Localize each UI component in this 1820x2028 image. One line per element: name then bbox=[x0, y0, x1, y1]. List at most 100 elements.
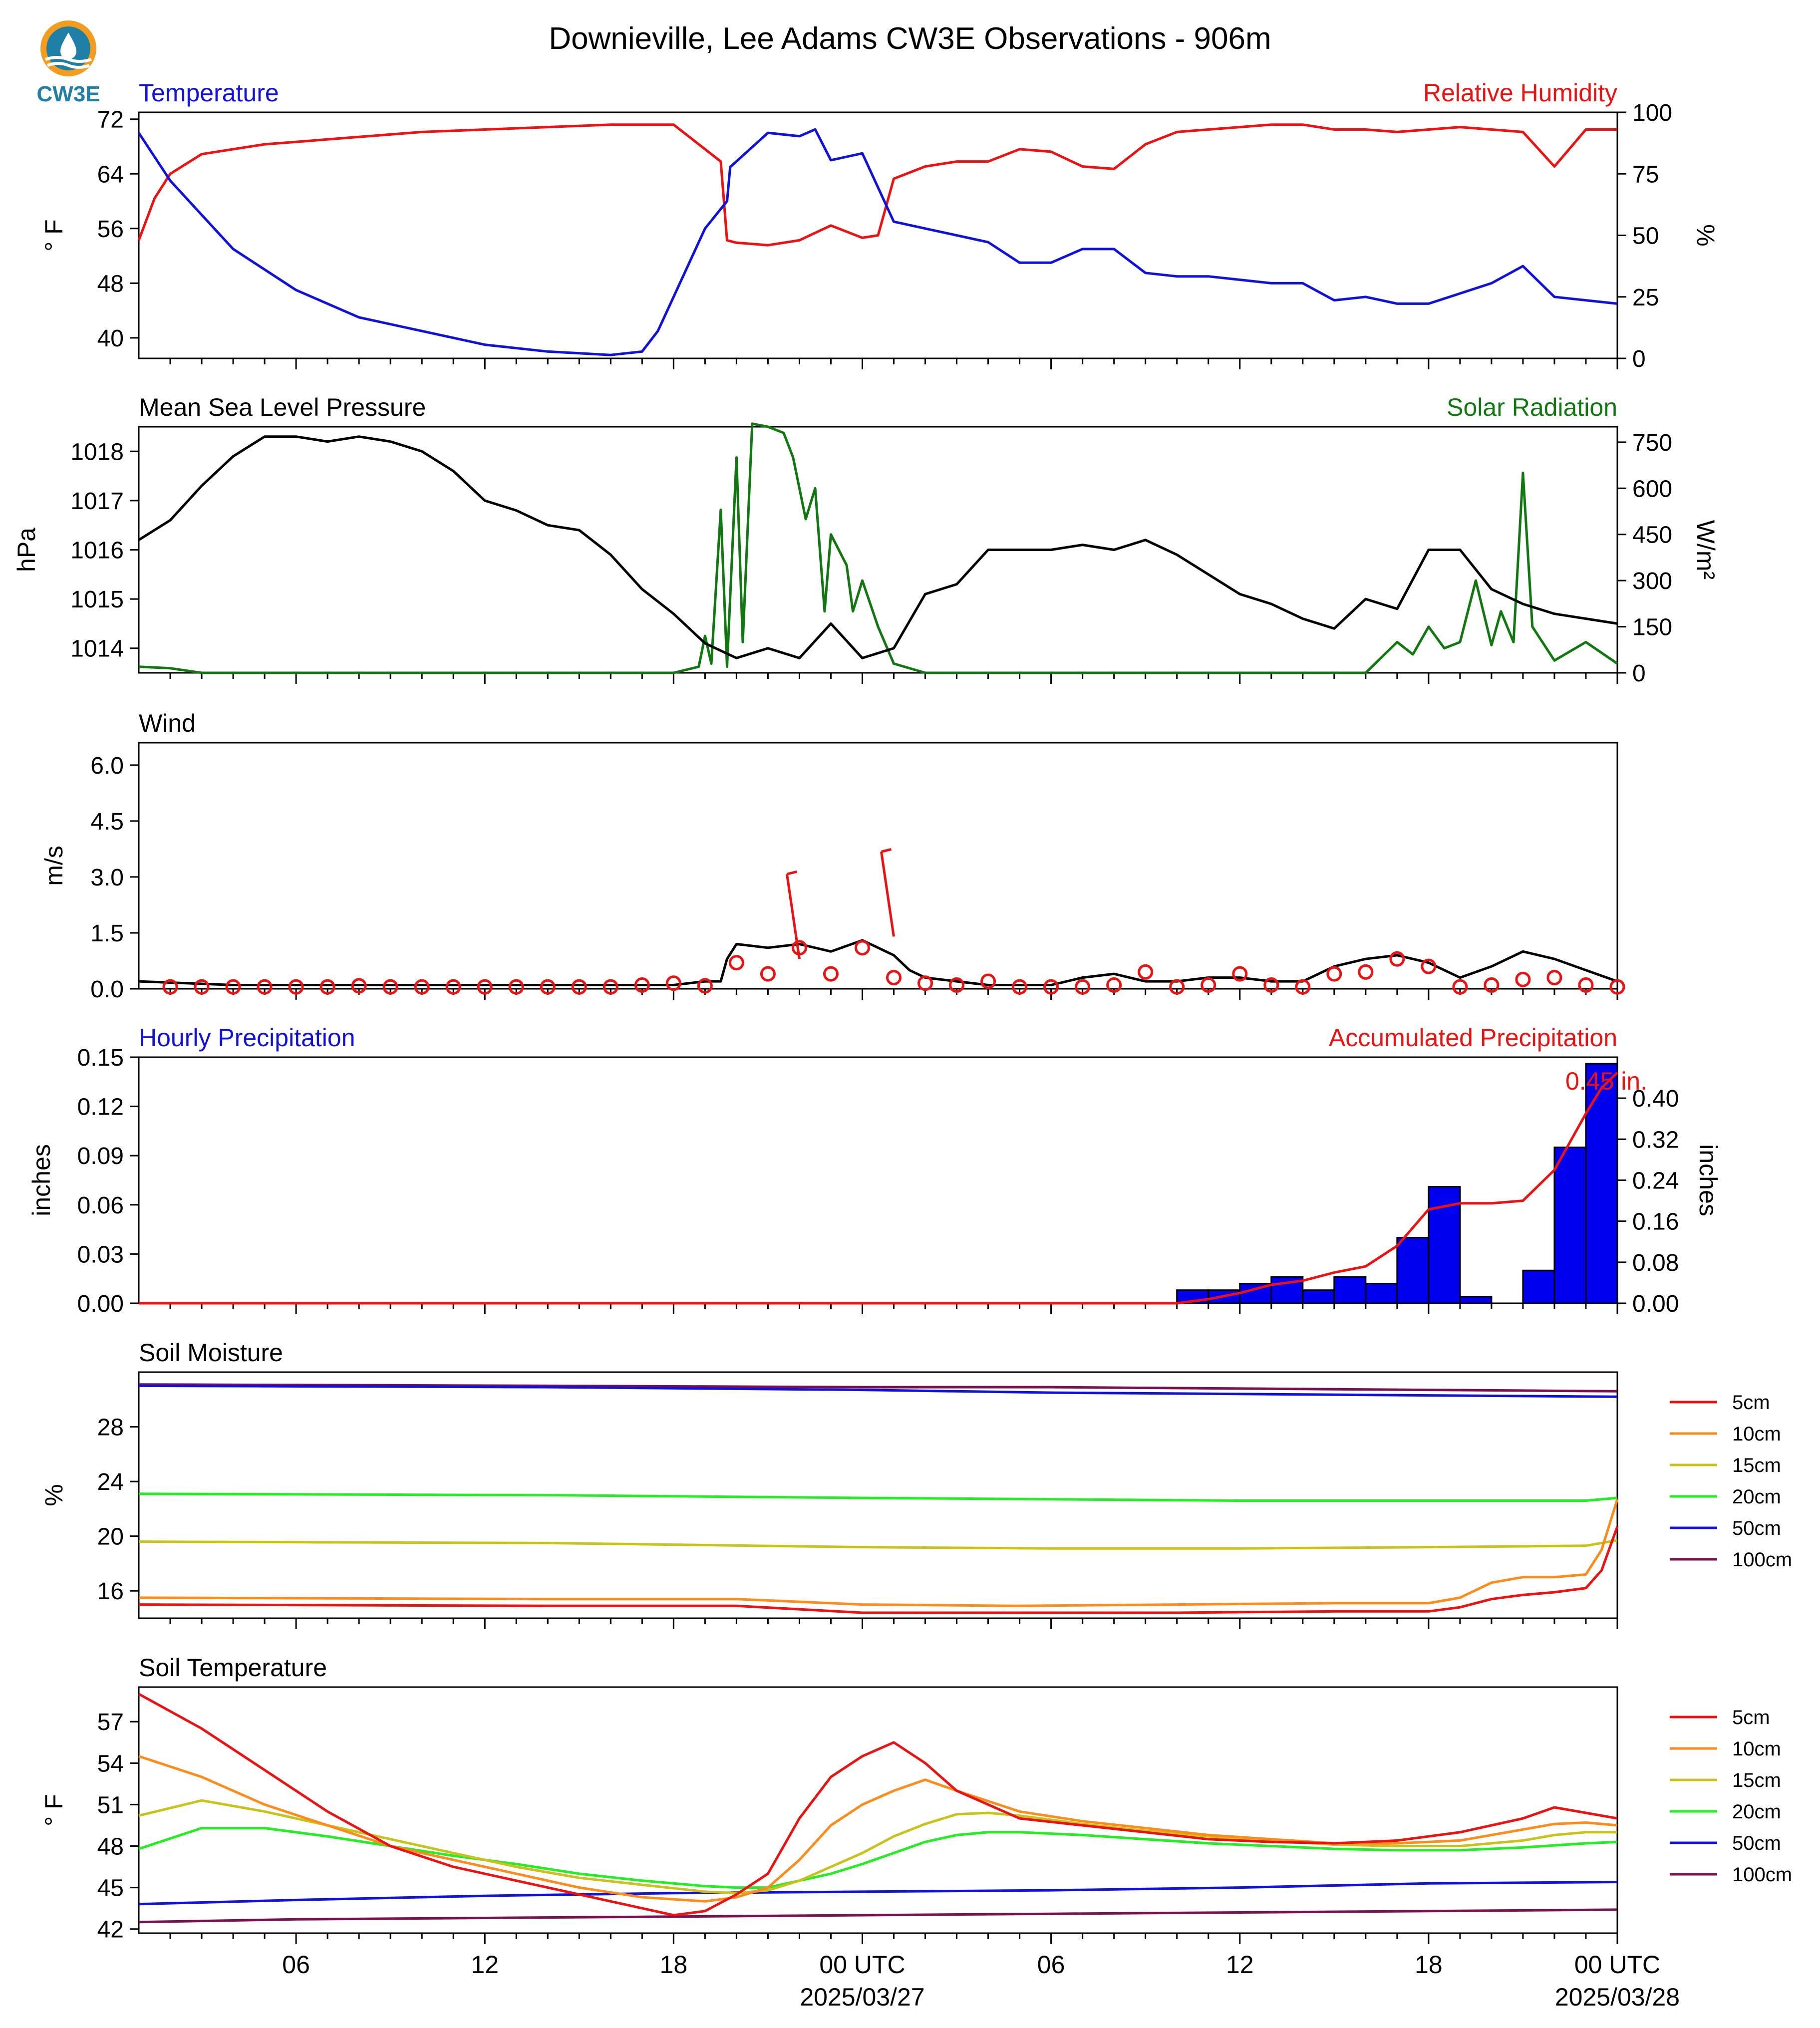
wind-barb bbox=[785, 873, 801, 959]
precip-bar bbox=[1459, 1296, 1493, 1304]
wind-marker bbox=[571, 979, 587, 995]
wind-marker bbox=[319, 979, 335, 995]
x-tick-label: 12 bbox=[471, 1951, 499, 1979]
solar-line bbox=[138, 422, 1618, 674]
precip-y2-tick-label: 0.32 bbox=[1632, 1127, 1679, 1153]
wind-marker bbox=[949, 977, 965, 993]
precip-y-tick-label: 0.12 bbox=[77, 1094, 124, 1121]
wind-marker bbox=[382, 979, 398, 995]
precip-ylabel: inches bbox=[27, 1144, 55, 1216]
soil_moisture-line-50cm bbox=[138, 1384, 1618, 1398]
precip-bar bbox=[1428, 1186, 1461, 1304]
precip-y2-tick-label: 0.40 bbox=[1632, 1086, 1679, 1112]
wind-y-tick-label: 6.0 bbox=[90, 753, 124, 779]
pressure-y2-tick-label: 0 bbox=[1632, 660, 1646, 687]
wind-marker bbox=[823, 966, 839, 982]
soil_moisture-y-tick-label: 28 bbox=[97, 1415, 124, 1441]
precip-y2-tick-label: 0.24 bbox=[1632, 1168, 1679, 1194]
wind-marker bbox=[1295, 979, 1311, 995]
soil_moisture-legend-label: 5cm bbox=[1732, 1392, 1770, 1414]
precip-right-title: Accumulated Precipitation bbox=[1329, 1024, 1617, 1052]
temperature-left-title: Temperature bbox=[139, 79, 279, 107]
pressure-line bbox=[138, 435, 1618, 659]
wind-marker bbox=[508, 979, 524, 995]
soil_moisture-ylabel: % bbox=[40, 1484, 68, 1506]
wind-left-title: Wind bbox=[139, 709, 196, 737]
rh-ylabel: % bbox=[1692, 224, 1720, 246]
soil_moisture-line-20cm bbox=[138, 1492, 1618, 1502]
temperature-y-tick-label: 40 bbox=[97, 325, 124, 352]
pressure-y-tick-label: 1016 bbox=[70, 538, 124, 564]
wind-marker bbox=[162, 979, 178, 995]
wind-marker bbox=[1421, 958, 1437, 974]
pressure-y-tick-label: 1015 bbox=[70, 586, 124, 613]
soil_temperature-line-50cm bbox=[138, 1881, 1618, 1906]
x-tick-label: 06 bbox=[1037, 1951, 1065, 1979]
wind-marker bbox=[540, 979, 556, 995]
wind-marker bbox=[1232, 966, 1248, 982]
soil_temperature-line-10cm bbox=[138, 1755, 1618, 1903]
precip-bar bbox=[1365, 1283, 1398, 1304]
wind-y-tick-label: 1.5 bbox=[90, 920, 124, 947]
pressure-ylabel: hPa bbox=[12, 528, 40, 572]
wind-marker bbox=[886, 970, 902, 986]
x-date-label: 2025/03/27 bbox=[800, 1983, 924, 2011]
pressure-frame bbox=[138, 426, 1618, 674]
soil_temperature-ylabel: ° F bbox=[40, 1794, 68, 1826]
soil_moisture-line-5cm bbox=[138, 1526, 1619, 1614]
pressure-right-title: Solar Radiation bbox=[1447, 393, 1617, 421]
accum-total-label: 0.45 in. bbox=[1565, 1067, 1647, 1095]
wind-y-tick-label: 3.0 bbox=[90, 865, 124, 891]
precip-y2-tick-label: 0.16 bbox=[1632, 1209, 1679, 1235]
pressure-y2-tick-label: 300 bbox=[1632, 568, 1672, 594]
x-tick-label: 18 bbox=[660, 1951, 688, 1979]
soil_temperature-legend-label: 20cm bbox=[1732, 1801, 1781, 1823]
temperature-y-tick-label: 48 bbox=[97, 271, 124, 297]
soil_moisture-legend-label: 50cm bbox=[1732, 1517, 1781, 1539]
x-tick-label: 12 bbox=[1226, 1951, 1254, 1979]
wind-marker bbox=[1138, 964, 1154, 980]
wind-frame bbox=[138, 742, 1618, 990]
soil_temperature-y-tick-label: 57 bbox=[97, 1709, 124, 1736]
temperature-line bbox=[137, 128, 1618, 356]
soil_moisture-y-tick-label: 20 bbox=[97, 1524, 124, 1550]
wind-marker bbox=[1546, 970, 1562, 986]
panels-group: Temperature Relative Humidity 40 48 56 64 72 0 2… bbox=[12, 79, 1792, 2011]
wind-barb-flag bbox=[881, 848, 892, 853]
wind-ylabel: m/s bbox=[40, 846, 68, 886]
soil_temperature-legend-label: 50cm bbox=[1732, 1832, 1781, 1854]
wind-marker bbox=[1075, 979, 1091, 995]
x-tick-label: 18 bbox=[1415, 1951, 1443, 1979]
wind-marker bbox=[1578, 977, 1594, 993]
wind-marker bbox=[697, 978, 713, 994]
wind-marker bbox=[445, 979, 461, 995]
soil_moisture-y-tick-label: 24 bbox=[97, 1469, 124, 1495]
wind-marker bbox=[1263, 977, 1279, 993]
solar-ylabel: W/m² bbox=[1692, 520, 1720, 579]
precip-bar bbox=[1302, 1289, 1335, 1304]
wind-marker bbox=[1106, 977, 1122, 993]
temperature-y-tick-label: 64 bbox=[97, 161, 124, 188]
soil_moisture-line-10cm bbox=[138, 1498, 1619, 1607]
precip-bar bbox=[1522, 1269, 1555, 1304]
pressure-y2-tick-label: 600 bbox=[1632, 476, 1672, 502]
wind-marker bbox=[1609, 979, 1625, 995]
precip-bar bbox=[1333, 1276, 1367, 1304]
temperature-y2-tick-label: 25 bbox=[1632, 285, 1659, 311]
temperature-y2-tick-label: 75 bbox=[1632, 161, 1659, 188]
soil_temperature-y-tick-label: 54 bbox=[97, 1750, 124, 1777]
wind-marker bbox=[1043, 979, 1059, 995]
precip-y-tick-label: 0.03 bbox=[77, 1241, 124, 1268]
pressure-left-title: Mean Sea Level Pressure bbox=[139, 393, 426, 421]
soil_temperature-y-tick-label: 48 bbox=[97, 1834, 124, 1860]
pressure-panel: Mean Sea Level Pressure Solar Radiation 10… bbox=[12, 393, 1720, 687]
soil_moisture-legend-label: 100cm bbox=[1732, 1549, 1792, 1571]
wind-marker bbox=[980, 973, 996, 989]
precip-bar bbox=[1585, 1063, 1618, 1304]
temperature-right-title: Relative Humidity bbox=[1423, 79, 1617, 107]
soil_temperature-legend-label: 5cm bbox=[1732, 1707, 1770, 1729]
pressure-y2-tick-label: 150 bbox=[1632, 614, 1672, 641]
x-tick-label: 00 UTC bbox=[819, 1951, 905, 1979]
wind-marker bbox=[257, 979, 273, 995]
